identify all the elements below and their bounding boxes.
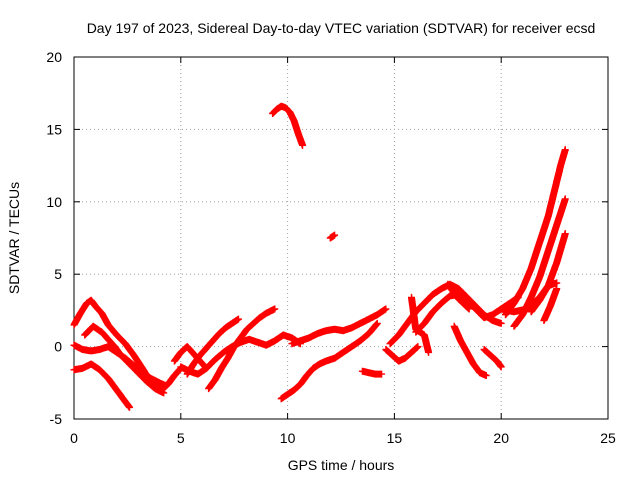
series-arc-19 [502,146,569,319]
x-tick-label: 0 [70,430,78,446]
series-arc-12 [326,231,339,242]
series-arc-25 [444,280,473,313]
data-point-markers [170,343,210,372]
y-tick-label: 15 [46,121,62,137]
chart-title: Day 197 of 2023, Sidereal Day-to-day VTE… [87,20,596,36]
y-tick-label: 5 [54,266,62,282]
data-point-markers [326,231,339,242]
series-arc-10 [277,319,381,403]
series-arc-03 [70,360,134,411]
x-tick-label: 20 [493,430,509,446]
x-tick-label: 5 [177,430,185,446]
y-tick-label: 20 [46,49,62,65]
data-point-markers [444,280,473,313]
grid-lines [74,57,608,419]
series-arc-11 [288,305,390,348]
data-point-markers [269,102,307,149]
data-point-markers [288,305,390,348]
y-axis-label: SDTVAR / TECUs [6,182,22,294]
data-point-markers [70,360,134,411]
y-tick-label: 10 [46,194,62,210]
data-point-markers [497,279,561,316]
data-point-markers [450,322,490,380]
series-arc-23 [540,285,561,324]
x-axis-label: GPS time / hours [288,457,395,473]
data-point-markers [358,367,386,378]
data-point-markers [81,322,168,397]
data-point-markers [277,319,381,403]
data-point-markers [540,285,561,324]
x-tick-label: 10 [280,430,296,446]
series-arc-14 [382,343,422,365]
series-arc-22 [497,279,561,316]
y-tick-label: 0 [54,339,62,355]
series-arc-13 [358,367,386,378]
data-point-markers [480,346,505,371]
series-arc-08 [170,343,210,372]
series-arc-09 [269,102,307,149]
data-point-markers [502,146,569,319]
series-arc-24 [408,293,433,356]
series-arc-17 [450,322,490,380]
x-tick-labels: 0 5 10 15 20 25 [70,430,616,446]
series-arc-06 [205,305,279,393]
series-arc-04 [81,322,168,397]
plot-frame [73,56,609,420]
x-tick-label: 25 [600,430,616,446]
series-arc-18 [480,346,505,371]
data-series [70,102,569,411]
data-point-markers [205,305,279,393]
y-tick-label: -5 [50,411,63,427]
data-point-markers [382,343,422,365]
data-point-markers [408,293,433,356]
x-tick-label: 15 [387,430,403,446]
y-tick-labels: -5 0 5 10 15 20 [46,49,62,427]
